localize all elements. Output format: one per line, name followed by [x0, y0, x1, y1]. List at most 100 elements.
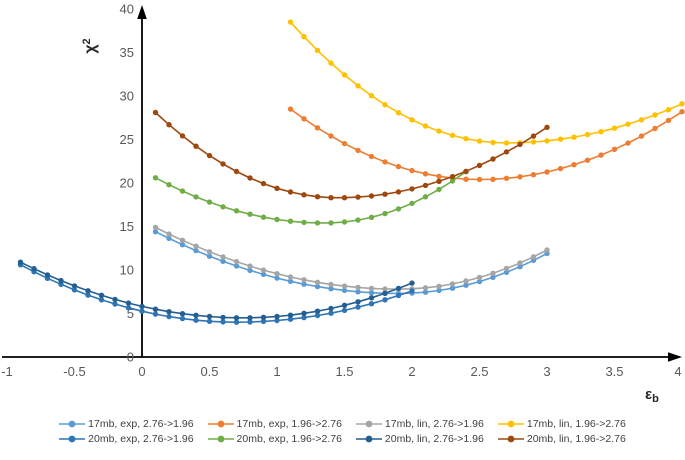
series-marker	[314, 194, 321, 200]
series-marker	[368, 153, 375, 160]
series-marker	[98, 292, 105, 298]
series-marker	[85, 292, 91, 298]
y-tick-label: 0	[127, 350, 134, 365]
series-marker	[449, 132, 456, 139]
legend-item-1: 17mb, exp, 1.96->2.76	[207, 418, 342, 430]
series-marker	[247, 315, 253, 321]
legend-item-6: 20mb, lin, 2.76->1.96	[355, 433, 484, 445]
series-marker	[652, 125, 658, 132]
x-tick-label: 0	[138, 364, 145, 379]
series-marker	[530, 133, 537, 139]
series-marker	[679, 101, 685, 107]
series-marker	[328, 305, 334, 312]
series-marker	[638, 133, 645, 139]
series-marker	[233, 315, 240, 321]
series-marker	[301, 277, 307, 283]
series-marker	[206, 313, 213, 320]
series-marker	[193, 317, 199, 323]
series-marker	[476, 278, 483, 285]
x-axis-title: εb	[645, 386, 659, 405]
series-marker	[44, 272, 51, 278]
series-marker	[584, 157, 591, 163]
series-marker	[395, 206, 402, 212]
chart-legend: 17mb, exp, 2.76->1.96 17mb, exp, 1.96->2.…	[0, 418, 685, 445]
series-marker	[247, 319, 253, 325]
series-marker	[166, 231, 172, 237]
series-marker	[328, 133, 334, 139]
series-line-1	[290, 108, 683, 181]
series-marker	[152, 306, 159, 312]
series-marker	[463, 282, 469, 288]
series-marker	[422, 194, 429, 200]
plot-area: χ2 εb 0 5 10 15 20 25 30 35 40 -1 -0.5 0 0.5 1 1.5 2 2.5…	[1, 2, 685, 405]
series-marker	[422, 182, 429, 189]
series-marker	[314, 279, 321, 285]
series-marker	[206, 249, 213, 255]
series-marker	[287, 19, 294, 25]
series-marker	[274, 185, 280, 191]
series-marker	[301, 34, 307, 40]
series-line-0	[155, 230, 548, 295]
series-marker	[368, 295, 375, 301]
legend-label: 20mb, lin, 1.96->2.76	[526, 433, 626, 445]
series-marker	[274, 271, 280, 277]
series-marker	[287, 278, 294, 284]
series-marker	[409, 280, 415, 286]
series-marker	[544, 169, 550, 175]
series-marker	[247, 211, 253, 217]
series-marker	[301, 314, 307, 321]
series-marker	[287, 312, 294, 318]
series-marker	[314, 47, 321, 54]
series-marker	[382, 159, 388, 165]
series-marker	[436, 186, 442, 193]
y-tick-label: 40	[120, 2, 134, 17]
series-marker	[98, 297, 105, 303]
series-marker	[112, 301, 118, 307]
series-marker	[530, 139, 537, 145]
series-marker	[341, 283, 348, 289]
series-marker	[436, 173, 442, 179]
series-marker	[206, 152, 213, 159]
series-marker	[422, 285, 429, 291]
series-marker	[301, 310, 307, 316]
series-marker	[665, 117, 672, 124]
series-marker	[665, 107, 672, 113]
series-marker	[139, 303, 145, 310]
series-marker	[166, 309, 172, 315]
series-marker	[490, 139, 496, 146]
y-axis-title: χ2	[81, 38, 99, 53]
series-marker	[382, 210, 388, 217]
series-marker	[517, 264, 523, 270]
series-marker	[409, 117, 415, 123]
y-tick-label: 35	[120, 45, 134, 60]
series-marker	[530, 172, 537, 178]
series-marker	[233, 168, 240, 175]
x-tick-label: 3	[543, 364, 550, 379]
legend-label: 20mb, exp, 2.76->1.96	[88, 433, 194, 445]
x-tick-label: -0.5	[63, 364, 85, 379]
tick-labels: 0 5 10 15 20 25 30 35 40 -1 -0.5 0 0.5 1 1.5 2 2.5 3 3.5 4	[1, 2, 681, 380]
series-marker	[395, 110, 402, 116]
series-marker	[409, 167, 415, 174]
series-marker	[517, 260, 523, 266]
series-marker	[260, 271, 267, 278]
legend-row: 20mb, exp, 2.76->1.96 20mb, exp, 1.96->2.…	[59, 433, 626, 445]
y-tick-label: 10	[120, 263, 134, 278]
series-marker	[152, 109, 159, 116]
series-marker	[206, 253, 213, 259]
legend-marker-icon	[497, 435, 524, 443]
series-marker	[287, 274, 294, 280]
series-marker	[220, 258, 226, 264]
series-marker	[355, 304, 361, 310]
legend-item-0: 17mb, exp, 2.76->1.96	[59, 418, 194, 430]
x-tick-label: 1.5	[335, 364, 353, 379]
series-marker	[490, 274, 496, 280]
series-marker	[409, 186, 415, 192]
series-marker	[233, 319, 240, 325]
series-marker	[247, 263, 253, 269]
legend-marker-icon	[59, 435, 86, 443]
legend-item-2: 17mb, lin, 2.76->1.96	[355, 418, 484, 430]
series-marker	[368, 285, 375, 292]
series-marker	[71, 283, 78, 289]
